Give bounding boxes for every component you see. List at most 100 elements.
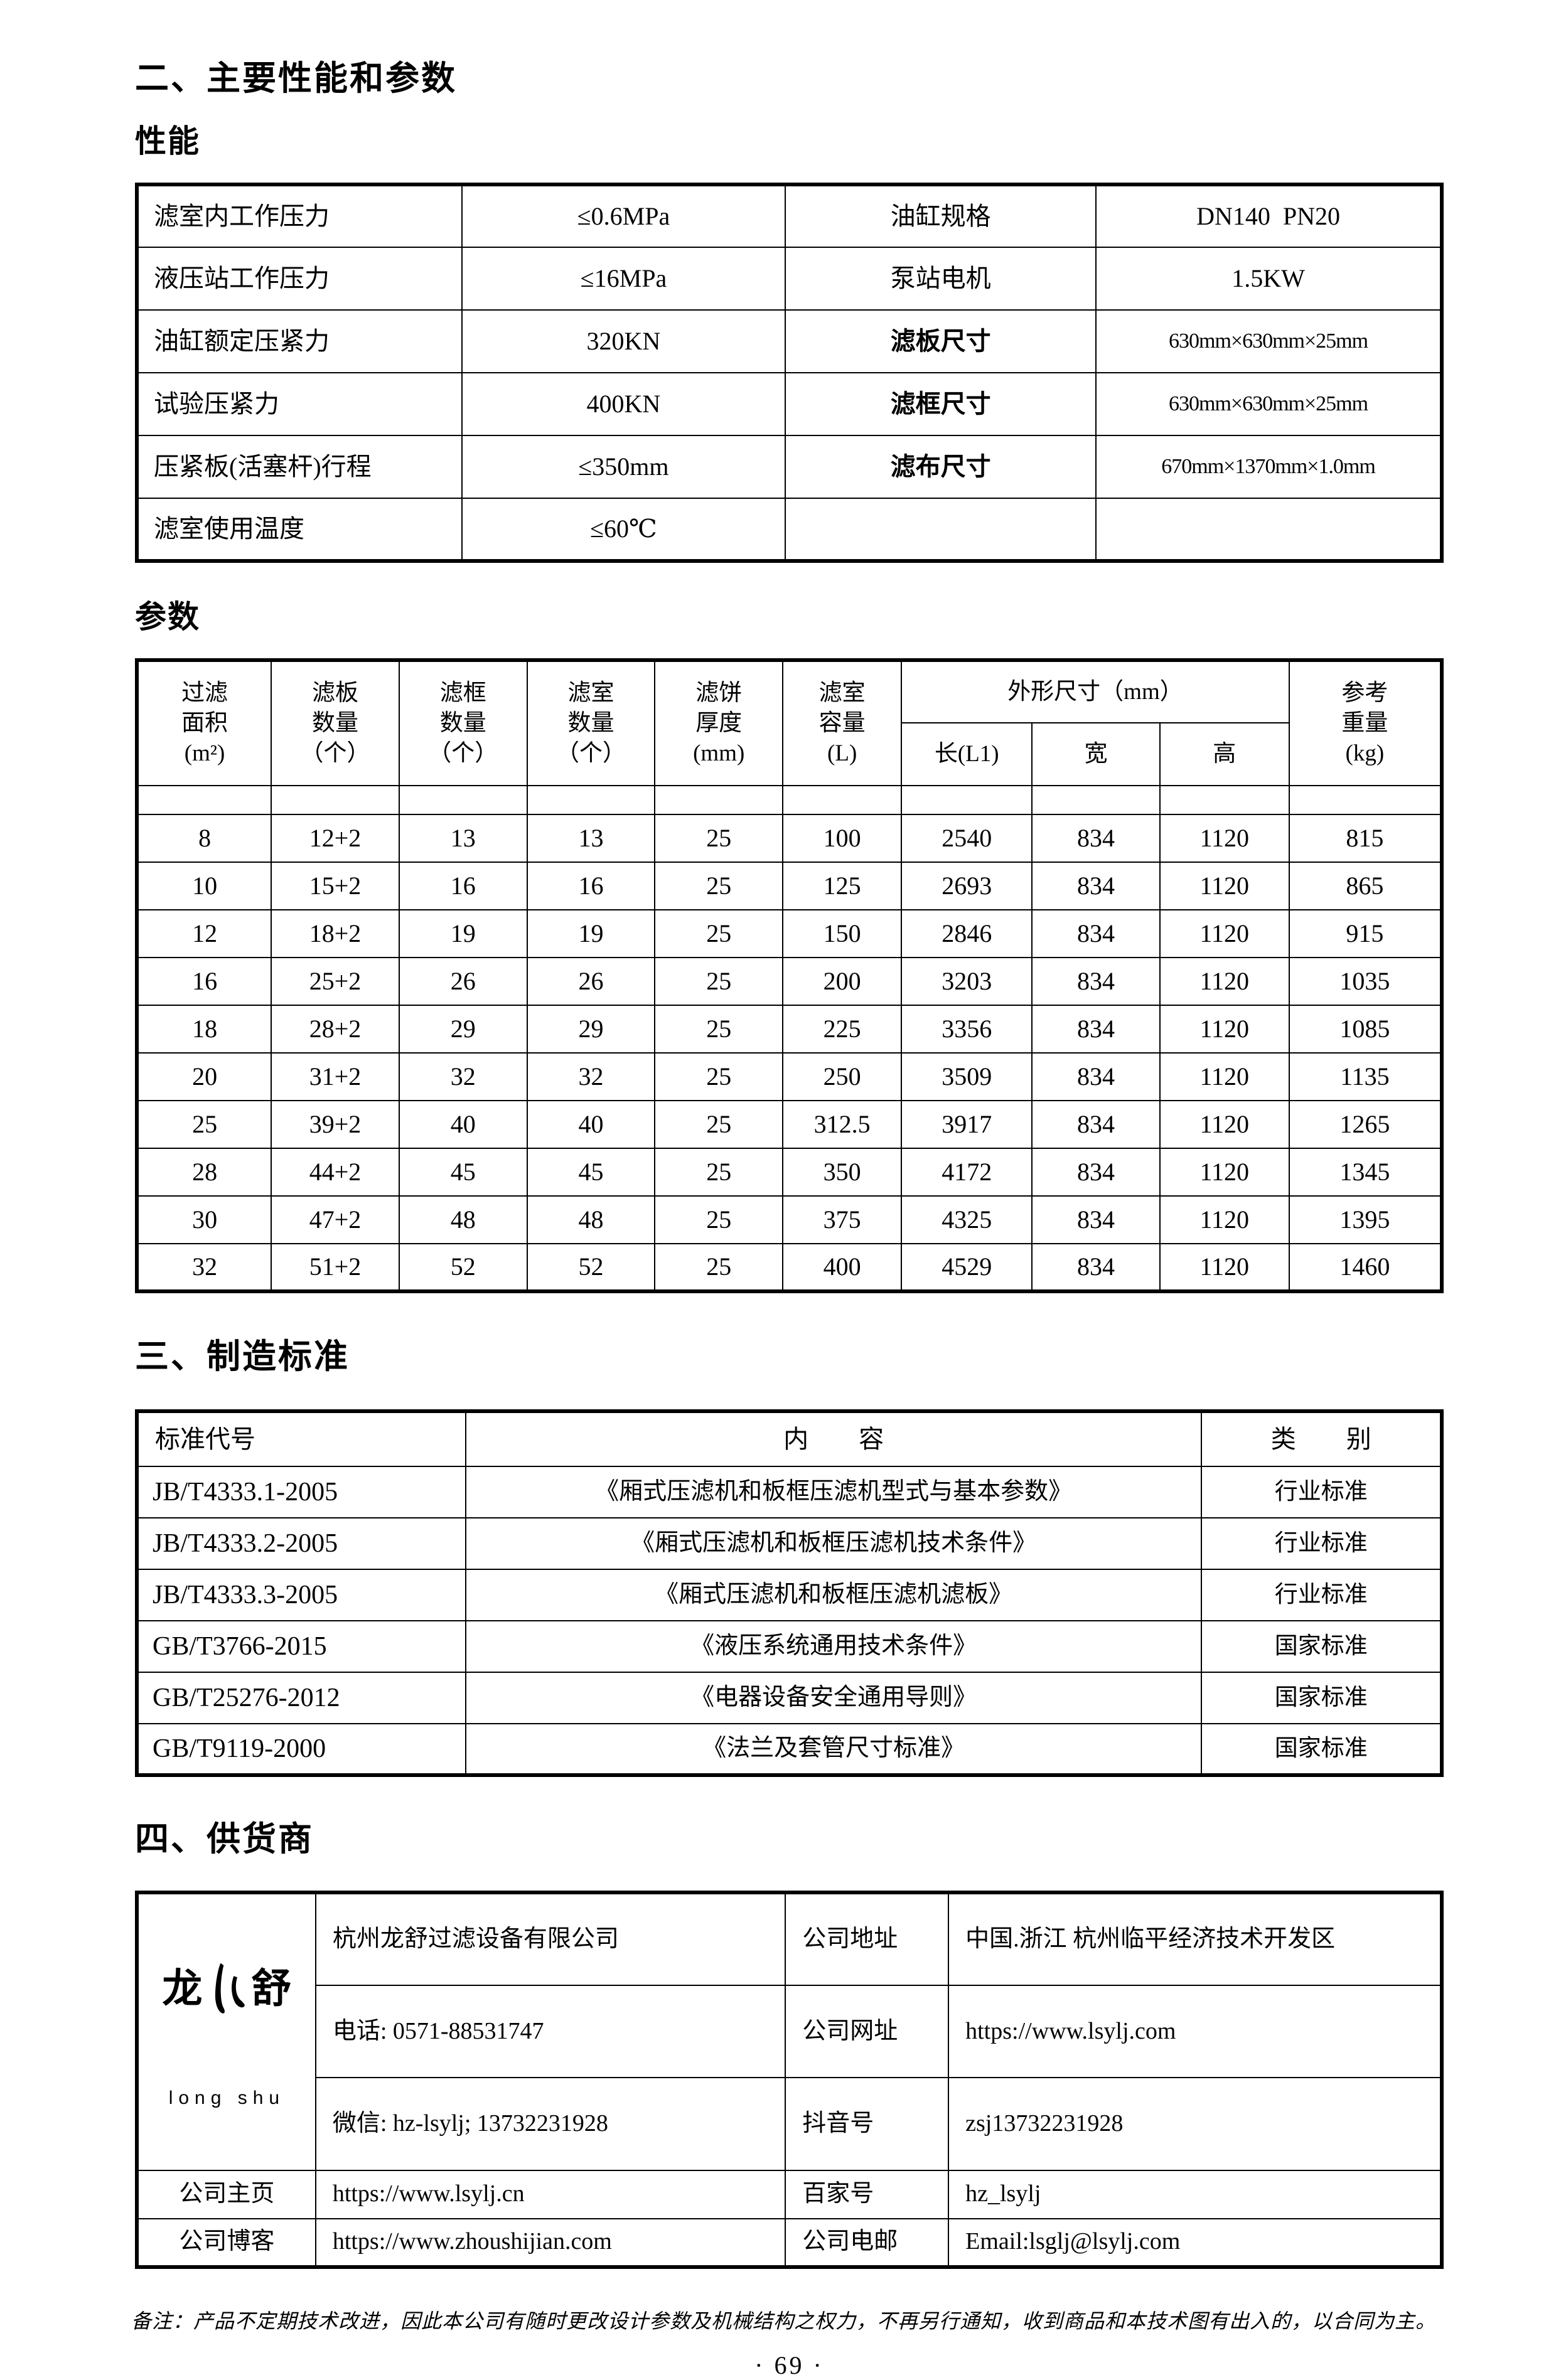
spec-value: 1.5KW bbox=[1095, 247, 1442, 311]
table-cell: GB/T9119-2000 bbox=[136, 1723, 466, 1776]
page-number: · 69 · bbox=[754, 2351, 824, 2379]
table-header-row: 长(L1) 宽 高 bbox=[137, 722, 1442, 786]
table-row: 液压站工作压力 ≤16MPa 泵站电机 1.5KW bbox=[136, 247, 1442, 311]
table-cell: 200 bbox=[782, 957, 903, 1006]
logo-pinyin: long shu bbox=[168, 2088, 286, 2108]
field-label-address: 公司地址 bbox=[785, 1892, 950, 1986]
table-cell: 45 bbox=[398, 1148, 528, 1197]
table-row: 公司博客 https://www.zhoushijian.com 公司电邮 Em… bbox=[136, 2217, 1442, 2268]
table-cell: 25 bbox=[654, 1052, 784, 1101]
table-row: 32 51+2 52 52 25 400 4529 834 1120 1460 bbox=[136, 1243, 1443, 1292]
spec-value: 630mm×630mm×25mm bbox=[1095, 372, 1442, 436]
spec-label: 滤室使用温度 bbox=[136, 498, 463, 562]
table-cell: 40 bbox=[526, 1100, 656, 1149]
table-cell: 4325 bbox=[901, 1195, 1033, 1244]
table-cell bbox=[901, 785, 1033, 815]
company-phone: 电话: 0571-88531747 bbox=[314, 1984, 786, 2078]
table-cell: 25 bbox=[136, 1100, 272, 1149]
company-baijia: hz_lsylj bbox=[948, 2169, 1442, 2219]
table-cell: 312.5 bbox=[782, 1100, 903, 1149]
table-cell bbox=[1159, 785, 1290, 815]
table-cell: 25 bbox=[654, 1005, 784, 1054]
table-cell: 834 bbox=[1031, 1100, 1161, 1149]
table-cell: 3203 bbox=[901, 957, 1033, 1006]
table-cell: 16 bbox=[398, 862, 528, 910]
table-row: 28 44+2 45 45 25 350 4172 834 1120 1345 bbox=[136, 1148, 1443, 1197]
table-cell: 《液压系统通用技术条件》 bbox=[464, 1620, 1203, 1673]
table-cell: 834 bbox=[1031, 1148, 1161, 1197]
table-cell: 《厢式压滤机和板框压滤机技术条件》 bbox=[464, 1517, 1203, 1570]
table-row: JB/T4333.2-2005 《厢式压滤机和板框压滤机技术条件》 行业标准 bbox=[136, 1517, 1442, 1570]
table-cell: 865 bbox=[1288, 862, 1443, 910]
spec-label: 滤框尺寸 bbox=[785, 372, 1097, 436]
company-homepage: https://www.lsylj.cn bbox=[314, 2169, 786, 2219]
table-row: 10 15+2 16 16 25 125 2693 834 1120 865 bbox=[136, 862, 1443, 910]
table-row: 试验压紧力 400KN 滤框尺寸 630mm×630mm×25mm bbox=[136, 372, 1442, 436]
table-cell: 3509 bbox=[901, 1052, 1033, 1101]
table-cell: 815 bbox=[1288, 814, 1443, 863]
field-label-email: 公司电邮 bbox=[785, 2217, 950, 2268]
table-cell: 32 bbox=[526, 1052, 656, 1101]
table-cell: 125 bbox=[782, 862, 903, 910]
table-row: 微信: hz-lsylj; 13732231928 抖音号 zsj1373223… bbox=[137, 2077, 1442, 2171]
table-cell: 834 bbox=[1031, 1243, 1161, 1292]
column-header-category: 类 别 bbox=[1201, 1411, 1442, 1467]
table-cell: 《厢式压滤机和板框压滤机型式与基本参数》 bbox=[464, 1466, 1203, 1518]
table-cell: 834 bbox=[1031, 1195, 1161, 1244]
table-cell: 2540 bbox=[901, 814, 1033, 863]
table-cell: 32 bbox=[398, 1052, 528, 1101]
table-cell: 3356 bbox=[901, 1005, 1033, 1054]
spec-value: 670mm×1370mm×1.0mm bbox=[1095, 435, 1442, 499]
column-header: 滤室 容量 (L) bbox=[782, 659, 903, 786]
table-cell: 《法兰及套管尺寸标准》 bbox=[464, 1723, 1203, 1776]
company-logo: 龙 舒 long shu bbox=[136, 1892, 316, 2171]
table-cell: 44+2 bbox=[271, 1148, 400, 1197]
table-cell: 1085 bbox=[1288, 1005, 1443, 1054]
company-address: 中国.浙江 杭州临平经济技术开发区 bbox=[948, 1892, 1442, 1986]
field-label-baijia: 百家号 bbox=[785, 2169, 950, 2219]
table-cell: 31+2 bbox=[271, 1052, 400, 1101]
logo-characters: 龙 舒 bbox=[139, 1954, 314, 2024]
column-header: 过滤 面积 (m²) bbox=[136, 659, 272, 786]
spec-label bbox=[785, 498, 1097, 562]
table-cell: 51+2 bbox=[271, 1243, 400, 1292]
table-cell: 834 bbox=[1031, 909, 1161, 958]
footer-note: 备注：产品不定期技术改进，因此本公司有随时更改设计参数及机械结构之权力，不再另行… bbox=[131, 2309, 1437, 2332]
table-cell: 行业标准 bbox=[1201, 1569, 1442, 1621]
table-cell: 13 bbox=[398, 814, 528, 863]
table-cell bbox=[782, 785, 903, 815]
column-header-length: 长(L1) bbox=[901, 722, 1033, 786]
table-cell: 834 bbox=[1031, 862, 1161, 910]
table-row: JB/T4333.3-2005 《厢式压滤机和板框压滤机滤板》 行业标准 bbox=[136, 1569, 1442, 1621]
table-cell: 1395 bbox=[1288, 1195, 1443, 1244]
table-cell: 1120 bbox=[1159, 1243, 1290, 1292]
table-cell: 10 bbox=[136, 862, 272, 910]
table-cell: 45 bbox=[526, 1148, 656, 1197]
table-cell: JB/T4333.2-2005 bbox=[136, 1517, 466, 1570]
table-cell: 30 bbox=[136, 1195, 272, 1244]
table-row: 龙 舒 long shu 杭州龙舒过滤设备有限公司 公司地址 中国.浙江 杭州临… bbox=[136, 1892, 1442, 2171]
table-cell bbox=[136, 785, 272, 815]
table-cell: 行业标准 bbox=[1201, 1517, 1442, 1570]
table-row: GB/T9119-2000 《法兰及套管尺寸标准》 国家标准 bbox=[136, 1723, 1442, 1776]
table-cell: 25 bbox=[654, 814, 784, 863]
logo-char-long: 龙 bbox=[162, 1966, 203, 2011]
column-header: 滤饼 厚度 (mm) bbox=[654, 659, 784, 786]
table-cell: 52 bbox=[398, 1243, 528, 1292]
column-header: 参考 重量 (kg) bbox=[1288, 659, 1443, 786]
spec-value bbox=[1095, 498, 1442, 562]
table-cell: 52 bbox=[526, 1243, 656, 1292]
table-cell: 1035 bbox=[1288, 957, 1443, 1006]
logo-char-shu: 舒 bbox=[251, 1966, 292, 2011]
company-email: Email:lsglj@lsylj.com bbox=[948, 2217, 1442, 2268]
table-cell: 16 bbox=[136, 957, 272, 1006]
table-cell: 25 bbox=[654, 909, 784, 958]
table-cell: 19 bbox=[526, 909, 656, 958]
table-cell: 100 bbox=[782, 814, 903, 863]
table-cell: 12+2 bbox=[271, 814, 400, 863]
table-cell: 1120 bbox=[1159, 1195, 1290, 1244]
table-cell: 国家标准 bbox=[1201, 1672, 1442, 1724]
column-header: 滤框 数量 （个） bbox=[398, 659, 528, 786]
table-cell: 13 bbox=[526, 814, 656, 863]
table-cell: 3917 bbox=[901, 1100, 1033, 1149]
